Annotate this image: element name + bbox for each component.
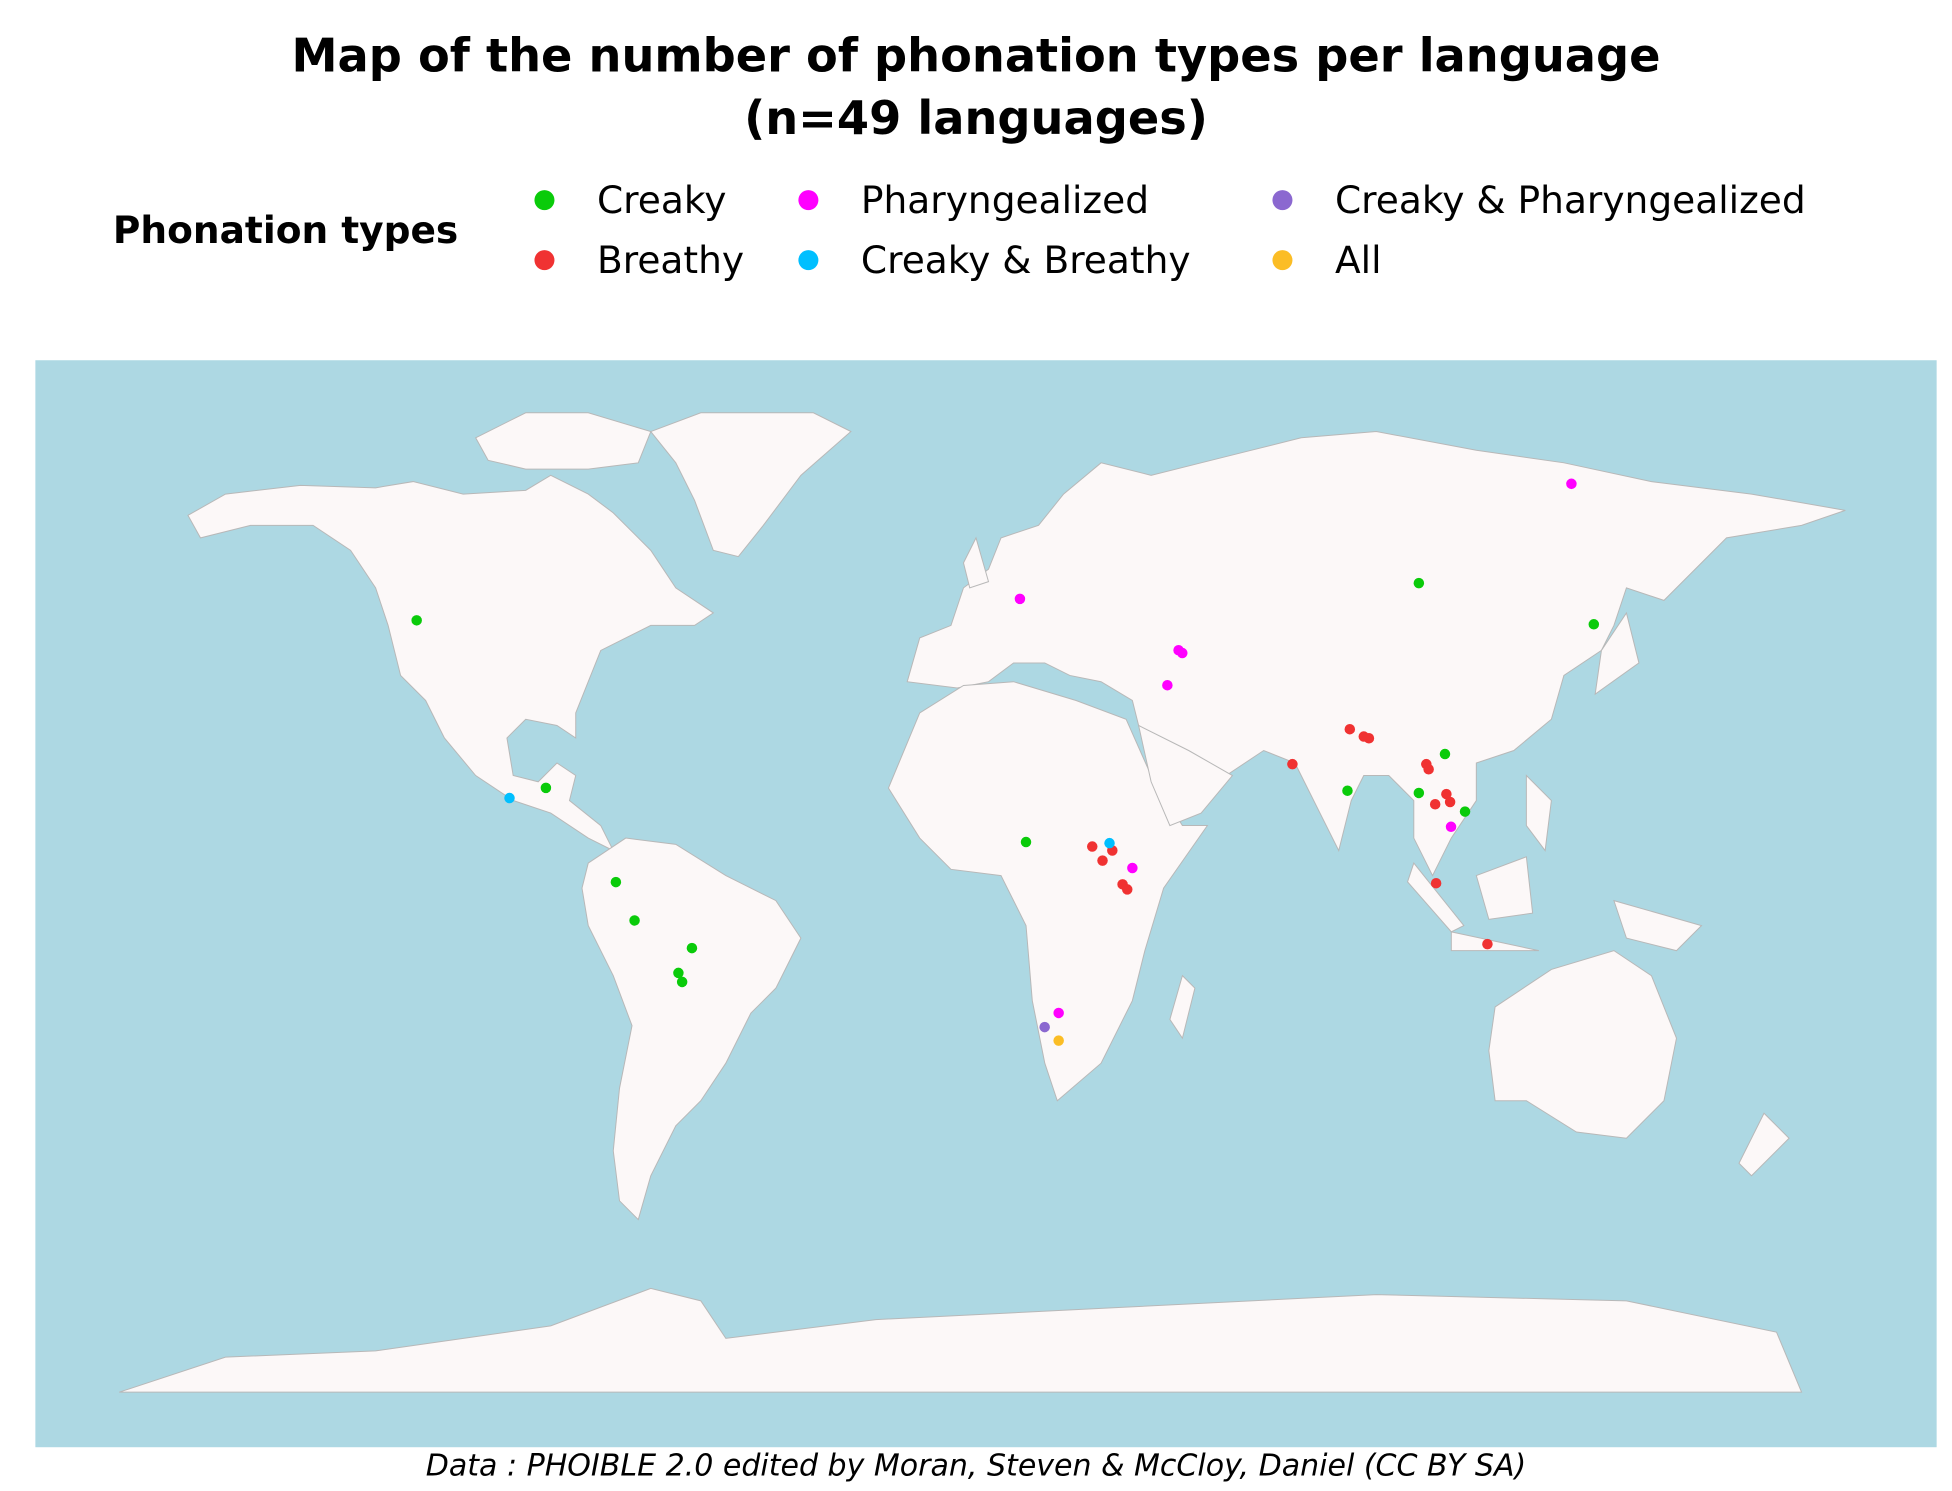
language-point — [1287, 758, 1298, 770]
language-point — [1020, 836, 1032, 848]
caption: Data : PHOIBLE 2.0 edited by Moran, Stev… — [426, 1449, 1526, 1484]
legend-label: Creaky & Breathy — [861, 238, 1191, 282]
language-point — [676, 976, 688, 988]
language-point — [1413, 787, 1425, 799]
legend-label: Breathy — [597, 238, 744, 282]
language-point — [1423, 764, 1434, 775]
language-point — [1053, 1007, 1064, 1019]
legend-marker — [798, 250, 819, 271]
arctic-islands — [474, 412, 652, 470]
language-point — [504, 792, 515, 804]
language-point — [1482, 938, 1493, 950]
japan — [1594, 611, 1640, 696]
language-point — [1439, 748, 1451, 760]
language-point — [1177, 647, 1188, 659]
language-point — [1039, 1021, 1050, 1033]
language-point — [673, 967, 684, 979]
points — [411, 478, 1600, 1046]
language-point — [1053, 1035, 1064, 1046]
south-america — [581, 837, 802, 1221]
legend-marker — [1272, 250, 1293, 271]
language-point — [1588, 619, 1600, 630]
language-point — [629, 915, 640, 926]
language-point — [1445, 821, 1457, 833]
language-point — [1444, 796, 1456, 808]
borneo — [1475, 856, 1534, 920]
language-point — [1344, 723, 1356, 735]
language-point — [1097, 855, 1108, 866]
africa — [887, 681, 1209, 1102]
new-zealand — [1738, 1112, 1790, 1177]
language-point — [1429, 798, 1441, 810]
language-point — [1413, 577, 1425, 589]
language-point — [610, 876, 622, 888]
australia — [1488, 950, 1677, 1139]
chart-title: (n=49 languages) — [744, 91, 1208, 145]
legend-marker — [534, 190, 555, 211]
language-point — [1566, 478, 1577, 490]
britain — [962, 536, 990, 589]
language-point — [411, 615, 422, 626]
legend-label: Creaky — [597, 178, 726, 222]
legend-marker — [534, 250, 555, 271]
language-point — [1121, 884, 1133, 895]
legend-title: Phonation types — [113, 208, 458, 252]
language-point — [1342, 785, 1353, 796]
language-point — [1430, 877, 1442, 889]
legend: Creaky Breathy Pharyngealized Creaky & Brea… — [534, 178, 1806, 282]
legend-label: All — [1335, 238, 1382, 282]
antarctica — [119, 1287, 1803, 1393]
arabia — [1137, 724, 1234, 827]
language-point — [1104, 837, 1115, 849]
land — [119, 412, 1846, 1393]
legend-label: Pharyngealized — [861, 178, 1149, 222]
legend-marker — [798, 190, 819, 211]
legend-marker — [1272, 190, 1293, 211]
java — [1450, 931, 1539, 952]
greenland — [649, 412, 852, 558]
north-america — [187, 474, 715, 852]
language-point — [1014, 593, 1026, 605]
language-point — [1459, 806, 1471, 817]
legend-label: Creaky & Pharyngealized — [1335, 178, 1806, 222]
language-point — [540, 782, 552, 794]
philippines — [1525, 774, 1552, 852]
language-point — [1127, 862, 1138, 874]
new-guinea — [1613, 899, 1703, 952]
chart-title: Map of the number of phonation types per… — [291, 28, 1660, 82]
language-point — [1441, 788, 1452, 800]
language-point — [1162, 679, 1173, 691]
madagascar — [1169, 974, 1196, 1040]
language-point — [1363, 732, 1375, 744]
language-point — [1086, 841, 1098, 852]
language-point — [686, 942, 698, 954]
